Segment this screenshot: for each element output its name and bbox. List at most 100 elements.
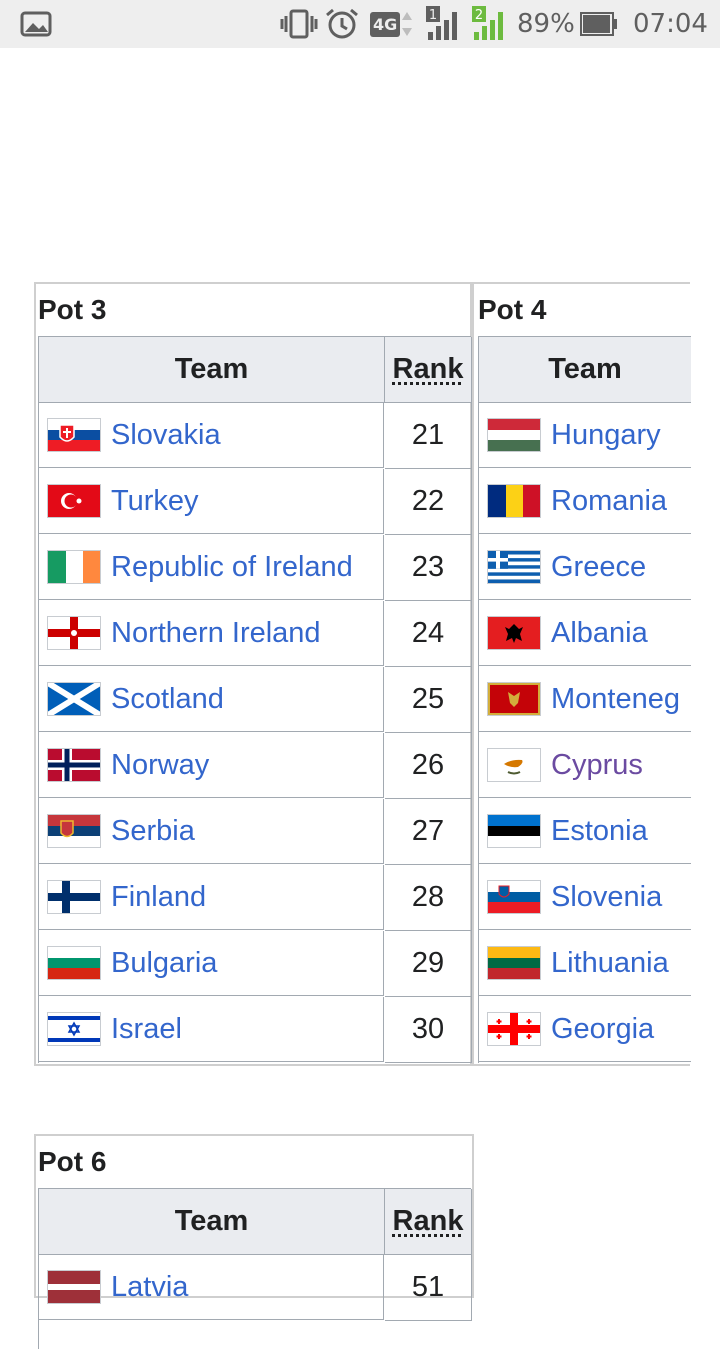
pot6-header-row: Team Rank [39,1189,472,1255]
team-link-norway[interactable]: Norway [111,748,210,781]
table-row: Scotland 25 [39,667,472,733]
rank-cell: 27 [385,799,472,865]
table-row: Estonia [479,799,691,865]
sim2-signal-icon: 2 [470,0,510,48]
flag-montenegro-icon[interactable] [487,682,541,716]
pot4-header-row: Team [479,337,691,403]
team-link-latvia[interactable]: Latvia [111,1270,189,1303]
pot3-table: Team Rank Slovakia 21 Turkey 22 Republic of … [38,336,472,1063]
pot3-rank-header[interactable]: Rank [385,337,472,403]
flag-estonia-icon[interactable] [487,814,541,848]
team-link-turkey[interactable]: Turkey [111,484,199,517]
team-link-albania[interactable]: Albania [551,616,648,649]
table-row: Norway 26 [39,733,472,799]
flag-albania-icon[interactable] [487,616,541,650]
flag-norway-icon[interactable] [47,748,101,782]
team-link-finland[interactable]: Finland [111,880,207,913]
pot6-container: Pot 6 Team Rank Latvia 51 [34,1134,474,1349]
pot3-header-row: Team Rank [39,337,472,403]
vibrate-icon [280,0,318,48]
team-link-slovakia[interactable]: Slovakia [111,418,221,451]
table-row: Israel 30 [39,997,472,1063]
rank-cell: 25 [385,667,472,733]
team-link-cyprus[interactable]: Cyprus [551,748,643,781]
pot4-title: Pot 4 [478,294,547,325]
team-link-hungary[interactable]: Hungary [551,418,661,451]
flag-cyprus-icon[interactable] [487,748,541,782]
team-cell: Scotland [39,667,384,732]
table-row: Republic of Ireland 23 [39,535,472,601]
team-cell: Republic of Ireland [39,535,384,600]
team-cell: Estonia [479,799,691,864]
battery-percent: 89% [517,9,575,39]
flag-serbia-icon[interactable] [47,814,101,848]
table-row: Finland 28 [39,865,472,931]
flag-greece-icon[interactable] [487,550,541,584]
team-cell: Slovenia [479,865,691,930]
team-cell: Lithuania [479,931,691,996]
flag-finland-icon[interactable] [47,880,101,914]
column-divider [470,284,474,1064]
table-row: Hungary [479,403,691,469]
team-cell: Norway [39,733,384,798]
alarm-icon [324,0,360,48]
team-link-greece[interactable]: Greece [551,550,647,583]
team-link-monteneg[interactable]: Monteneg [551,682,680,715]
table-row: Northern Ireland 24 [39,601,472,667]
table-row: Greece [479,535,691,601]
team-cell: Turkey [39,469,384,534]
team-link-estonia[interactable]: Estonia [551,814,648,847]
flag-romania-icon[interactable] [487,484,541,518]
flag-ireland-icon[interactable] [47,550,101,584]
flag-georgia-icon[interactable] [487,1012,541,1046]
rank-abbr: Rank [392,353,464,385]
table-row: Cyprus [479,733,691,799]
flag-hungary-icon[interactable] [487,418,541,452]
rank-cell: 23 [385,535,472,601]
team-link-slovenia[interactable]: Slovenia [551,880,663,913]
team-cell: Greece [479,535,691,600]
team-link-scotland[interactable]: Scotland [111,682,224,715]
team-cell: Finland [39,865,384,930]
team-link-bulgaria[interactable]: Bulgaria [111,946,218,979]
flag-bulgaria-icon[interactable] [47,946,101,980]
rank-cell: 28 [385,865,472,931]
flag-slovakia-icon[interactable] [47,418,101,452]
flag-slovenia-icon[interactable] [487,880,541,914]
flag-turkey-icon[interactable] [47,484,101,518]
pot6-team-header[interactable]: Team [39,1189,385,1255]
table-row: Monteneg [479,667,691,733]
team-link-lithuania[interactable]: Lithuania [551,946,669,979]
team-link-romania[interactable]: Romania [551,484,668,517]
pot3-team-header[interactable]: Team [39,337,385,403]
team-link-israel[interactable]: Israel [111,1012,182,1045]
network-type-icon: 4G [370,0,414,48]
pot4-team-header[interactable]: Team [479,337,691,403]
team-link-republic-of-ireland[interactable]: Republic of Ireland [111,550,353,583]
table-row: Romania [479,469,691,535]
flag-scotland-icon[interactable] [47,682,101,716]
team-link-northern-ireland[interactable]: Northern Ireland [111,616,321,649]
rank-cell: 22 [385,469,472,535]
rank-cell: 21 [385,403,472,469]
gallery-notification-icon [20,0,52,48]
table-row: Turkey 22 [39,469,472,535]
team-cell: Israel [39,997,384,1062]
pot6-rank-header[interactable]: Rank [385,1189,472,1255]
flag-latvia-icon[interactable] [47,1270,101,1304]
team-link-georgia[interactable]: Georgia [551,1012,655,1045]
team-cell: Romania [479,469,691,534]
table-row: Bulgaria 29 [39,931,472,997]
team-cell: Cyprus [479,733,691,798]
flag-nireland-icon[interactable] [47,616,101,650]
rank-cell: 29 [385,931,472,997]
flag-lithuania-icon[interactable] [487,946,541,980]
pot6-title: Pot 6 [38,1146,107,1177]
rank-cell: 24 [385,601,472,667]
team-link-serbia[interactable]: Serbia [111,814,195,847]
team-cell: Bulgaria [39,931,384,996]
flag-israel-icon[interactable] [47,1012,101,1046]
rank-abbr: Rank [392,1205,464,1237]
svg-text:1: 1 [429,8,437,23]
sim1-signal-icon: 1 [424,0,464,48]
